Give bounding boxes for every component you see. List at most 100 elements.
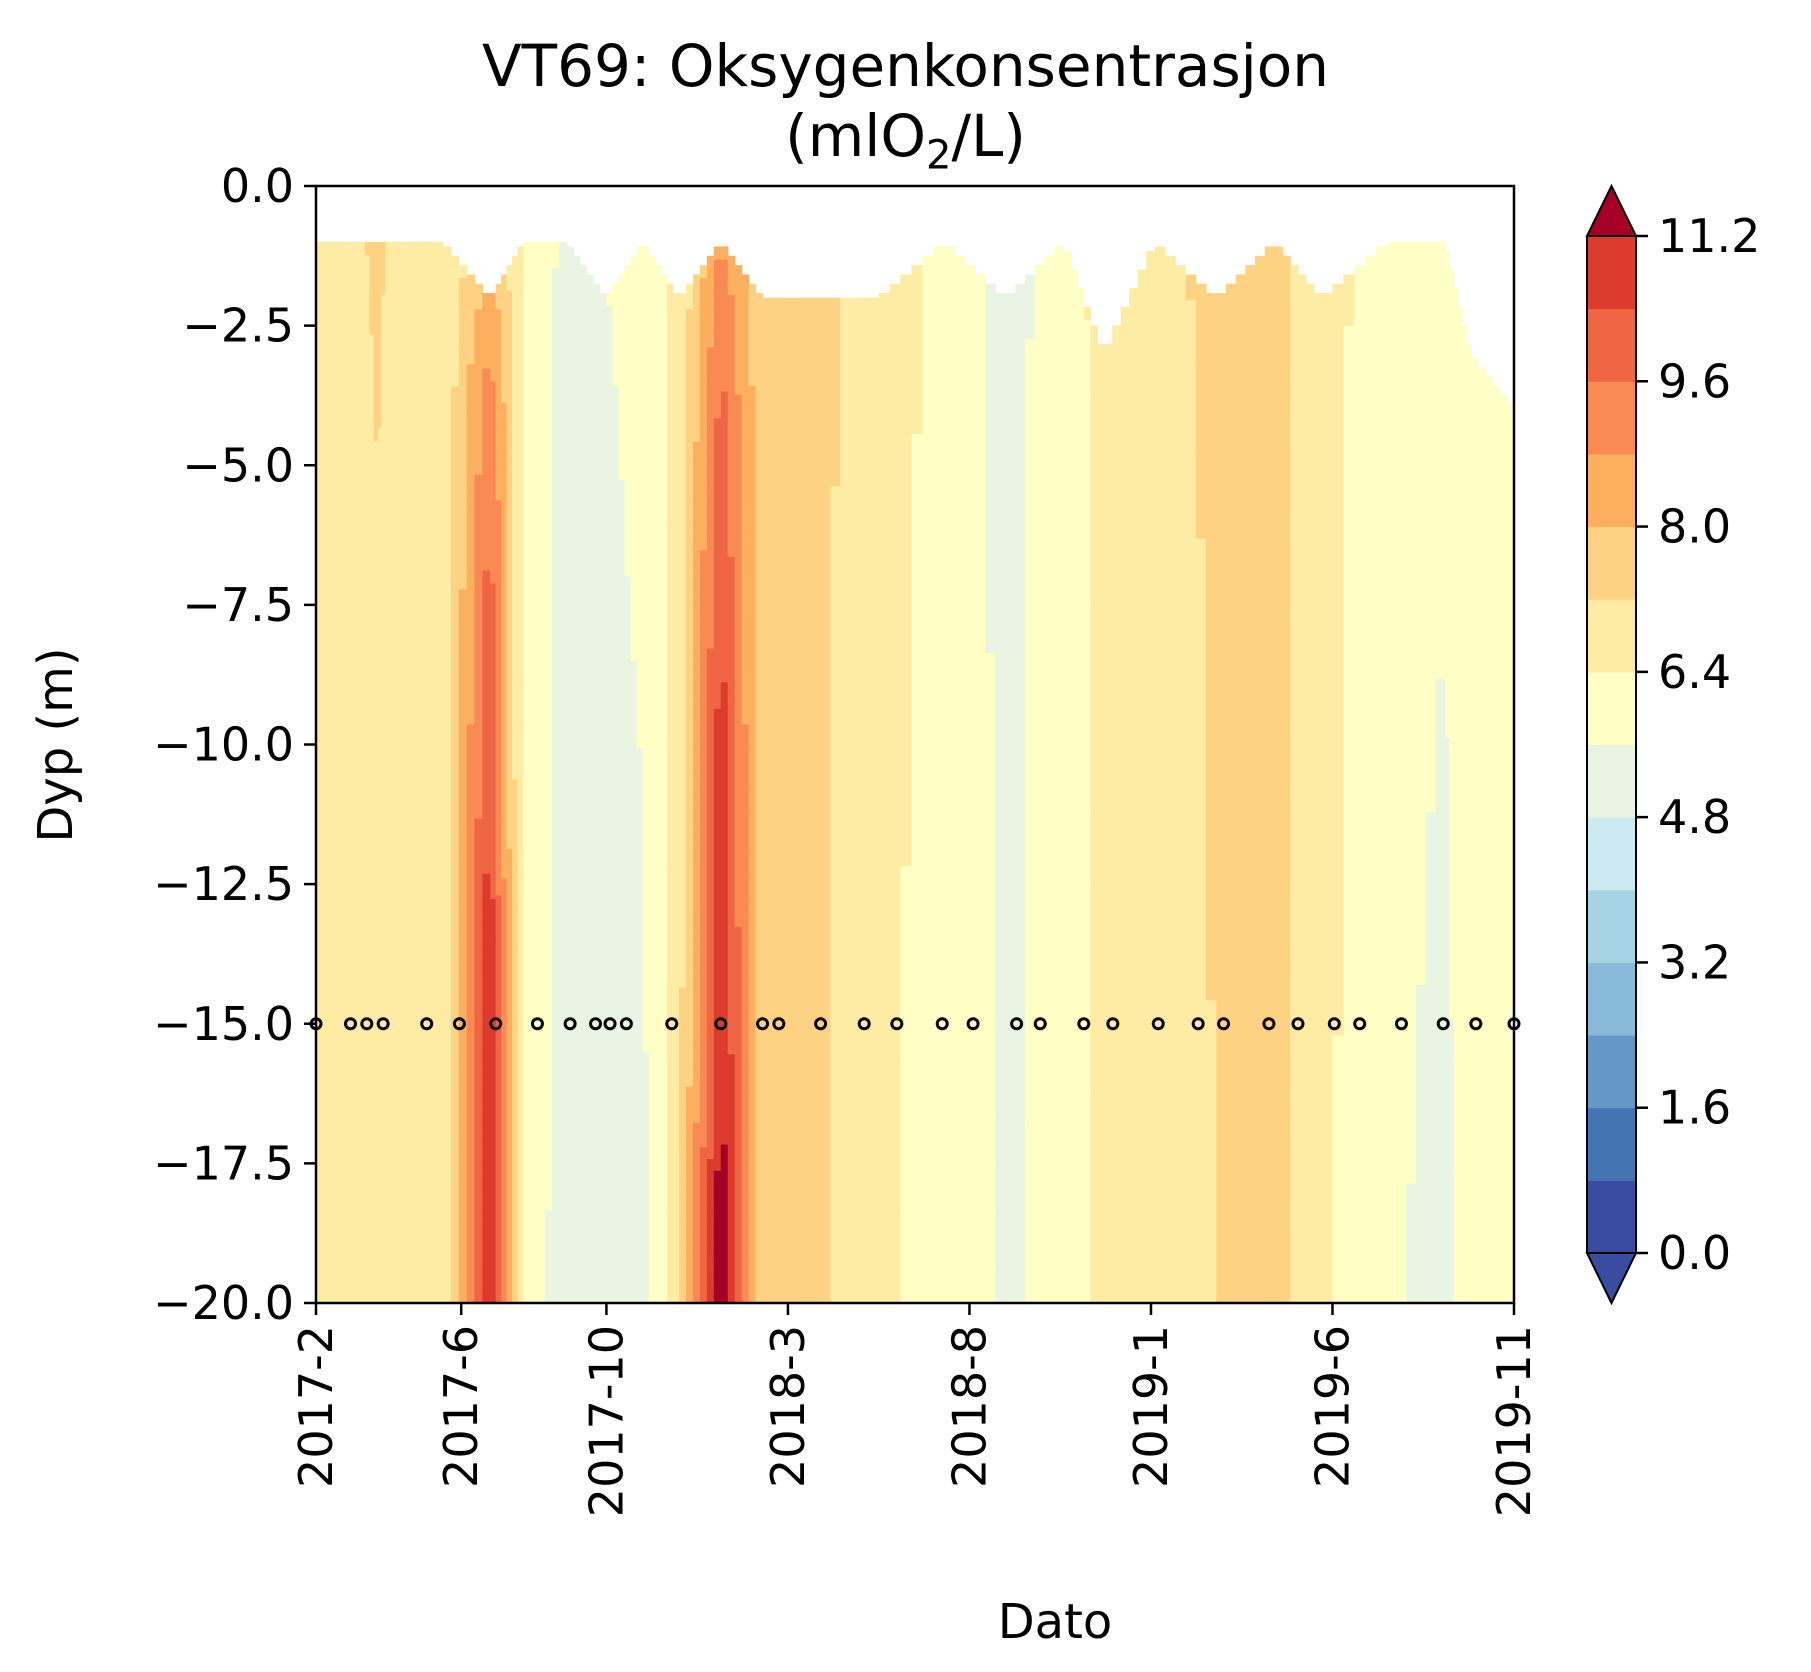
contour-cell <box>428 798 437 813</box>
contour-cell <box>377 812 382 827</box>
contour-cell <box>395 427 401 442</box>
contour-cell <box>346 865 353 880</box>
contour-cell <box>495 474 502 489</box>
contour-cell <box>328 427 335 442</box>
contour-cell <box>512 1172 519 1186</box>
contour-cell <box>474 487 483 501</box>
contour-cell <box>648 1224 656 1239</box>
contour-cell <box>346 1170 353 1185</box>
contour-cell <box>346 1117 353 1132</box>
contour-cell <box>573 857 581 872</box>
contour-cell <box>672 1063 680 1077</box>
contour-cell <box>551 1236 560 1251</box>
contour-cell <box>530 865 539 880</box>
contour-cell <box>537 745 546 760</box>
contour-cell <box>522 440 531 455</box>
contour-cell <box>381 1223 386 1238</box>
contour-cell <box>474 1022 483 1037</box>
contour-cell <box>624 420 632 435</box>
contour-cell <box>414 1143 422 1158</box>
contour-cell <box>365 347 370 362</box>
contour-cell <box>624 381 632 396</box>
contour-cell <box>356 387 362 402</box>
contour-cell <box>512 321 519 335</box>
contour-cell <box>501 853 508 867</box>
contour-cell <box>537 374 546 389</box>
contour-cell <box>328 931 335 946</box>
contour-cell <box>395 971 401 986</box>
contour-cell <box>388 1289 393 1303</box>
contour-cell <box>517 840 524 855</box>
contour-cell <box>334 865 341 880</box>
subtitle-post: /L) <box>951 102 1026 170</box>
contour-cell <box>334 507 341 521</box>
contour-cell <box>648 949 656 964</box>
contour-cell <box>559 1090 568 1105</box>
contour-cell <box>399 838 408 853</box>
contour-cell <box>642 1210 650 1225</box>
contour-cell <box>495 997 502 1011</box>
contour-cell <box>395 1236 401 1251</box>
contour-cell <box>466 338 476 353</box>
contour-cell <box>495 1086 502 1100</box>
contour-cell <box>685 602 694 616</box>
contour-cell <box>512 439 519 453</box>
contour-cell <box>399 1117 408 1132</box>
contour-cell <box>501 441 508 456</box>
contour-cell <box>381 560 386 575</box>
contour-cell <box>340 1276 347 1291</box>
contour-cell <box>392 533 397 548</box>
contour-cell <box>544 480 553 495</box>
contour-cell <box>443 708 452 723</box>
contour-cell <box>352 440 358 455</box>
contour-cell <box>406 480 415 495</box>
contour-cell <box>566 1091 574 1106</box>
contour-cell <box>474 500 483 514</box>
contour-cell <box>395 639 401 654</box>
contour-cell <box>660 1045 668 1060</box>
contour-cell <box>458 913 468 928</box>
contour-cell <box>399 1276 408 1291</box>
contour-cell <box>474 411 483 425</box>
contour-cell <box>392 268 397 283</box>
contour-cell <box>388 414 393 429</box>
contour-cell <box>474 296 483 310</box>
contour-cell <box>599 1126 608 1140</box>
contour-cell <box>356 334 362 349</box>
contour-cell <box>551 255 560 269</box>
contour-cell <box>537 958 546 972</box>
contour-cell <box>399 852 408 866</box>
contour-cell <box>373 1077 379 1092</box>
contour-cell <box>316 1236 323 1251</box>
contour-cell <box>586 621 594 636</box>
contour-cell <box>421 613 430 628</box>
contour-cell <box>352 533 358 548</box>
contour-cell <box>414 1037 422 1052</box>
contour-cell <box>356 1210 362 1225</box>
contour-cell <box>316 241 323 256</box>
contour-cell <box>642 708 650 723</box>
contour-cell <box>328 732 335 747</box>
contour-cell <box>593 474 601 489</box>
contour-cell <box>654 848 662 863</box>
contour-cell <box>466 788 476 803</box>
contour-cell <box>679 1164 687 1178</box>
contour-cell <box>373 560 379 575</box>
contour-cell <box>450 439 460 453</box>
contour-cell <box>501 865 508 880</box>
contour-cell <box>381 347 386 362</box>
contour-cell <box>392 865 397 880</box>
contour-cell <box>624 1173 632 1187</box>
contour-cell <box>334 467 341 482</box>
contour-cell <box>392 1263 397 1278</box>
contour-cell <box>316 507 323 521</box>
contour-cell <box>369 944 375 959</box>
contour-cell <box>517 484 524 499</box>
contour-cell <box>381 467 386 482</box>
contour-cell <box>399 785 408 800</box>
contour-cell <box>346 984 353 999</box>
contour-cell <box>579 498 588 513</box>
contour-cell <box>346 997 353 1012</box>
contour-cell <box>666 793 674 807</box>
contour-cell <box>551 573 560 588</box>
